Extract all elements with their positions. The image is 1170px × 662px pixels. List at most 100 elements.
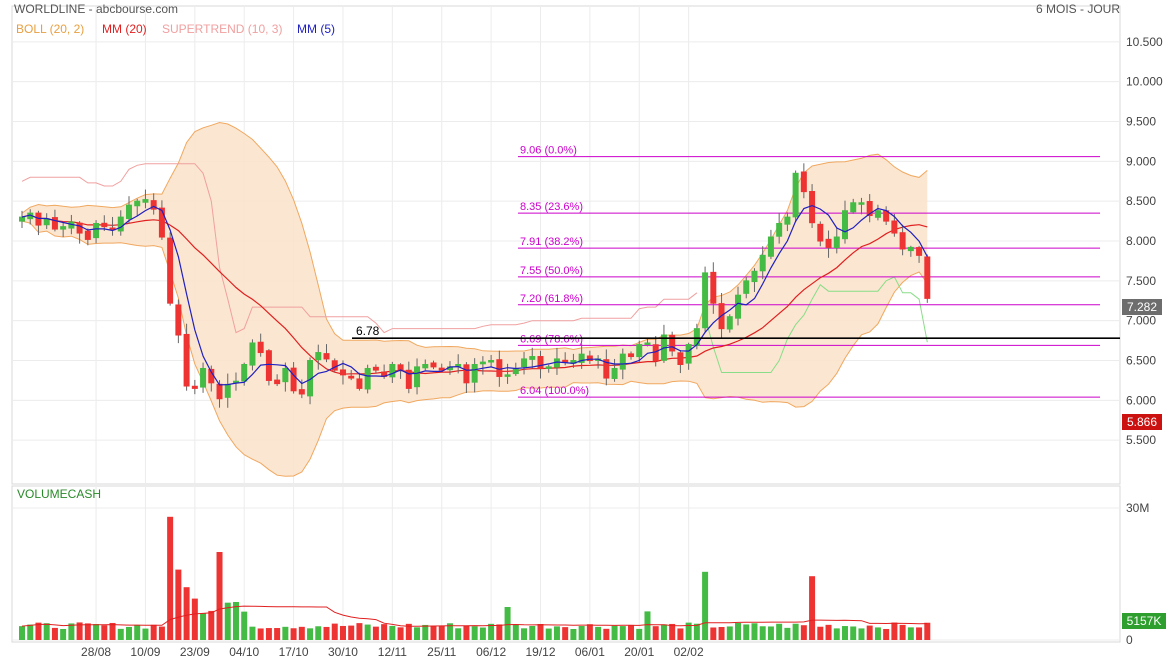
candle-body-102 (858, 202, 865, 205)
volume-bar-94 (792, 623, 799, 640)
date-axis: 28/08 10/09 23/09 04/10 17/10 30/10 12/11 25/11… (81, 645, 704, 659)
volume-bar-68 (578, 626, 585, 640)
volume-bar-89 (751, 623, 758, 640)
volume-bar-39 (339, 625, 346, 640)
volume-bar-107 (899, 624, 906, 640)
candle-body-69 (586, 355, 593, 362)
fib-label-5: 6.69 (78.6%) (520, 333, 583, 345)
candle-body-66 (562, 359, 569, 363)
volume-bar-80 (677, 628, 684, 640)
volume-bar-86 (726, 626, 733, 640)
candle-body-86 (726, 316, 733, 330)
candle-body-75 (636, 344, 643, 358)
volume-bar-90 (759, 626, 766, 640)
volume-bar-109 (916, 627, 923, 640)
volume-bar-38 (331, 623, 338, 640)
candle-body-4 (51, 217, 58, 230)
candle-body-20 (183, 333, 190, 387)
candle-body-101 (850, 202, 857, 213)
candle-body-72 (611, 367, 618, 379)
volume-bar-100 (842, 626, 848, 640)
volume-panel-label: VOLUMECASH (17, 487, 101, 501)
volume-bar-33 (290, 628, 297, 640)
fib-label-2: 7.91 (38.2%) (520, 236, 583, 248)
candle-body-81 (685, 344, 692, 364)
vol-tick-0: 30M (1126, 501, 1149, 515)
candle-body-55 (471, 364, 478, 383)
fib-label-6: 6.04 (100.0%) (520, 385, 589, 397)
fib-label-3: 7.55 (50.0%) (520, 265, 583, 277)
candle-body-21 (191, 385, 198, 389)
candle-body-58 (496, 359, 503, 377)
candle-body-64 (545, 366, 552, 369)
volume-bar-42 (364, 624, 371, 640)
x-tick-4: 17/10 (279, 645, 309, 659)
volume-bar-58 (496, 624, 503, 640)
candle-body-76 (644, 342, 651, 346)
volume-bar-28 (249, 626, 256, 640)
x-tick-7: 25/11 (427, 645, 456, 659)
volume-bar-32 (282, 626, 289, 640)
x-tick-3: 04/10 (229, 645, 259, 659)
y-tick-10: 5.500 (1126, 433, 1156, 447)
candle-body-9 (93, 222, 100, 239)
volume-bar-15 (142, 628, 149, 640)
candle-body-71 (603, 359, 610, 379)
volume-bar-93 (784, 627, 791, 640)
horizontal-level[interactable]: 6.78 (352, 324, 1120, 340)
candle-body-5 (60, 226, 67, 230)
volume-bar-82 (693, 623, 700, 640)
candle-body-68 (578, 353, 585, 363)
volume-bar-22 (200, 613, 207, 640)
volume-bar-96 (809, 576, 816, 640)
candle-body-87 (735, 294, 742, 319)
candle-body-31 (274, 379, 281, 385)
volume-bar-11 (109, 622, 116, 640)
volume-bar-50 (430, 626, 437, 640)
volume-bar-61 (521, 628, 528, 640)
volume-bar-88 (743, 624, 750, 640)
candle-body-51 (438, 367, 445, 371)
volume-bar-81 (685, 622, 692, 640)
volume-bar-29 (257, 628, 264, 640)
volume-bar-62 (529, 626, 536, 640)
candle-body-61 (521, 358, 528, 368)
x-tick-6: 12/11 (378, 645, 407, 659)
volume-bar-70 (595, 626, 602, 640)
volume-bar-43 (372, 626, 379, 640)
y-tick-3: 9.000 (1126, 154, 1156, 168)
supertrend-badge (1122, 414, 1162, 430)
candle-body-39 (339, 369, 346, 376)
volume-ma (21, 605, 928, 627)
volume-bar-14 (134, 624, 141, 640)
volume-bar-46 (397, 627, 404, 640)
mm5-line (21, 204, 928, 386)
volume-bar-18 (167, 516, 174, 640)
volume-bar-27 (241, 611, 248, 640)
candle-body-90 (759, 254, 766, 272)
volume-bar-91 (767, 626, 774, 640)
volume-bar-101 (850, 626, 857, 640)
volume-bar-16 (150, 624, 157, 640)
candle-body-56 (479, 361, 486, 365)
candle-body-22 (200, 367, 207, 388)
last-volume-value: 5157K (1127, 614, 1162, 628)
fib-label-1: 8.35 (23.6%) (520, 201, 583, 213)
volume-bar-25 (224, 602, 231, 640)
candle-body-95 (800, 171, 807, 193)
candle-body-34 (298, 389, 305, 395)
volume-bar-67 (570, 628, 577, 640)
volume-bar-95 (800, 625, 807, 640)
x-tick-2: 23/09 (180, 645, 210, 659)
volume-bar-30 (265, 628, 272, 640)
x-tick-11: 20/01 (624, 645, 654, 659)
candle-body-3 (43, 218, 50, 226)
supertrend-value: 5.866 (1127, 415, 1157, 429)
candle-body-79 (669, 334, 676, 352)
volume-bar-98 (825, 624, 832, 640)
candle-body-42 (364, 367, 371, 390)
volume-bar-23 (208, 610, 215, 640)
volume-bar-41 (356, 623, 363, 640)
supertrend-down (21, 163, 698, 334)
